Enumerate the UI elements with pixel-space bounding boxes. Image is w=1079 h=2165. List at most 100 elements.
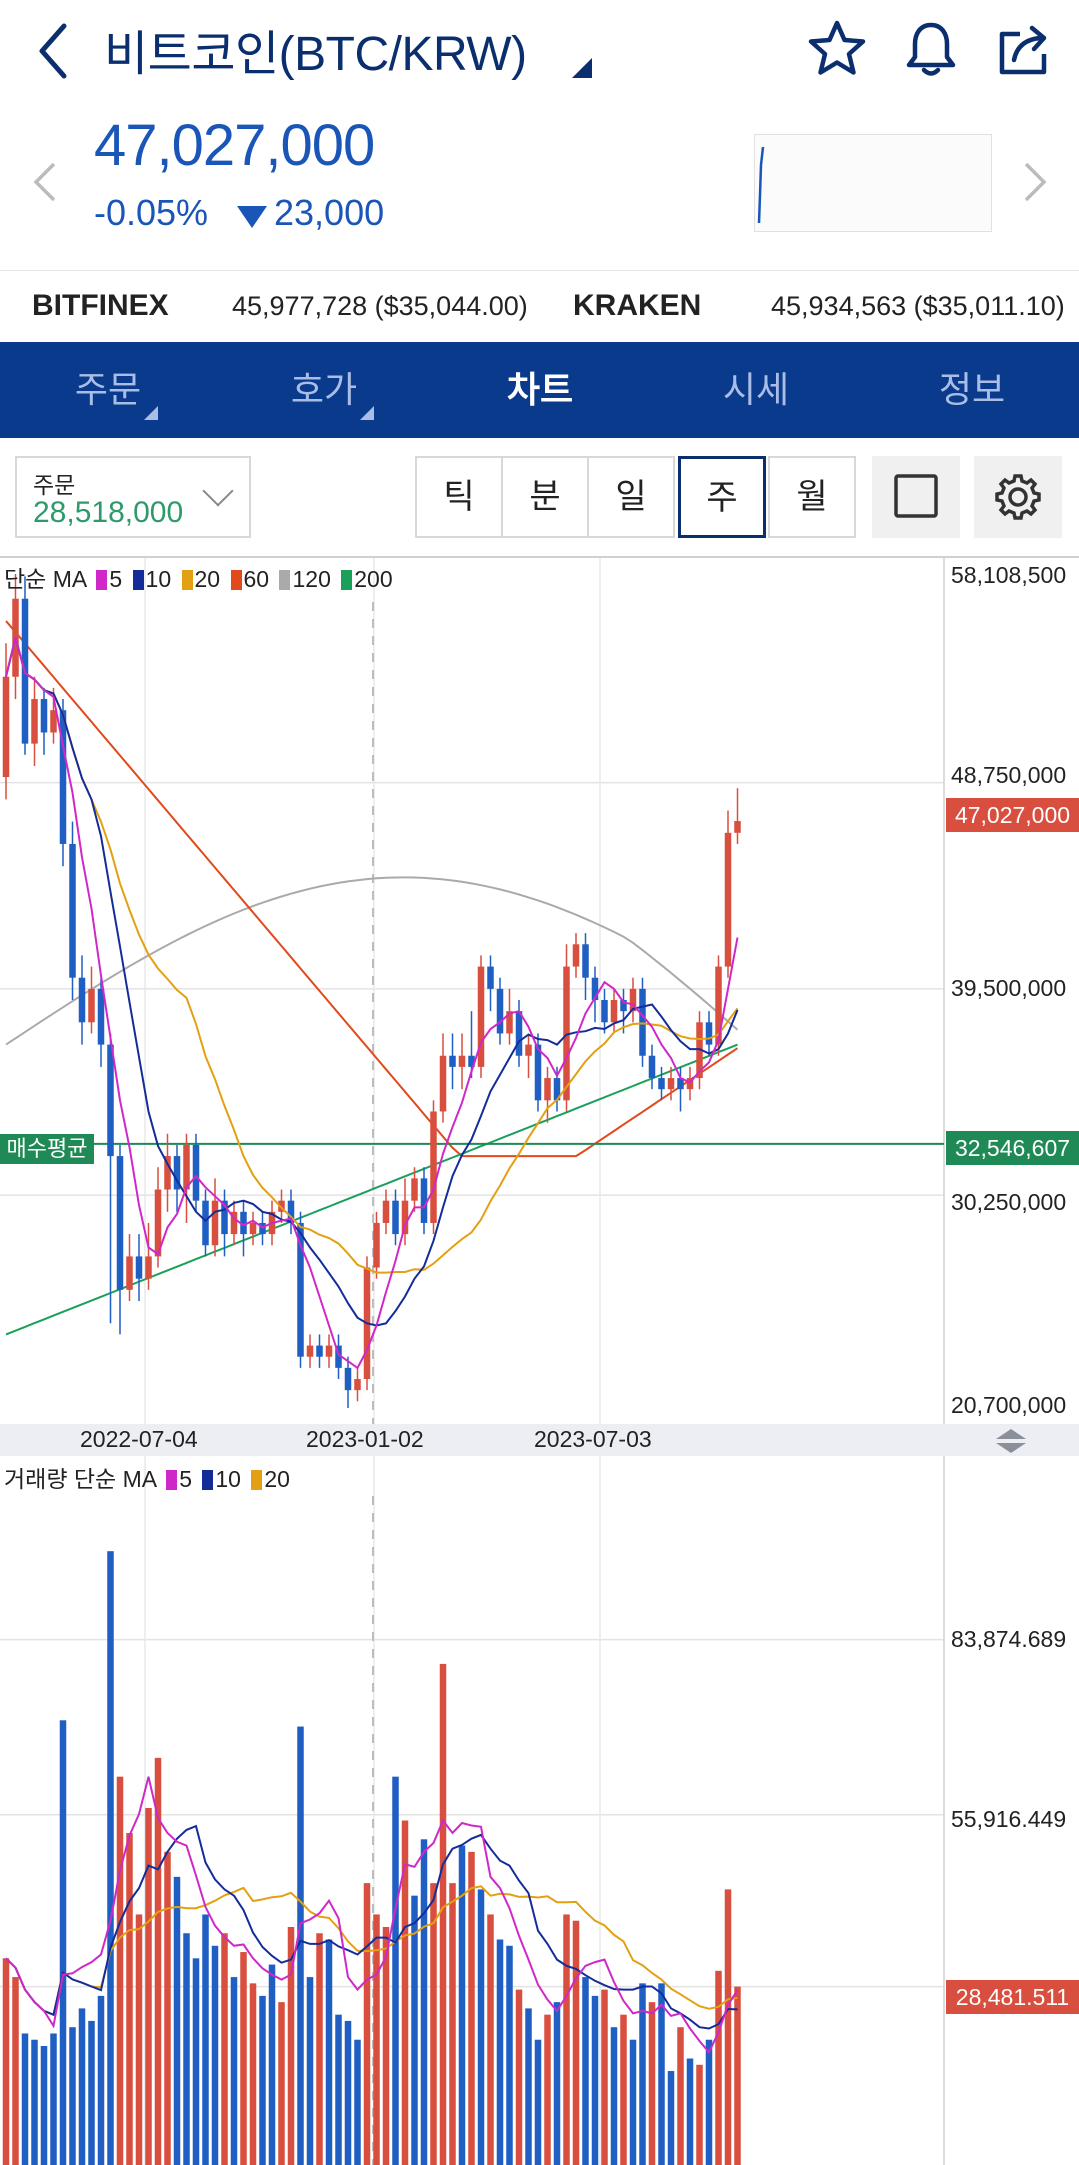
volume-bar [325, 1939, 333, 2165]
volume-bar [506, 1945, 513, 2165]
candle-body [126, 1256, 133, 1290]
period-day-button[interactable]: 일 [587, 456, 675, 538]
candle-body [344, 1367, 352, 1391]
legend-swatch [202, 1470, 214, 1490]
candle-body [373, 1222, 380, 1268]
candle-body [477, 966, 485, 1067]
price-ma-legend: 단순 MA 5 10 20 60 120 200 [4, 560, 393, 594]
volume-bar [59, 1720, 67, 2165]
legend-swatch [279, 570, 291, 590]
candle-body [411, 1178, 418, 1201]
period-minute-button[interactable]: 분 [501, 456, 589, 538]
candle-body [287, 1200, 295, 1223]
volume-bar [21, 2033, 29, 2165]
volume-bar [648, 2002, 656, 2165]
candle-body [563, 966, 570, 1101]
legend-label: 5 [179, 1466, 192, 1492]
volume-bar [316, 1933, 323, 2165]
exchange-value: 45,934,563 ($35,011.10) [771, 291, 1065, 321]
legend-swatch [166, 1470, 178, 1490]
candle-body [88, 988, 95, 1023]
exchange-prices-row: BITFINEX 45,977,728 ($35,044.00) KRAKEN … [0, 270, 1079, 342]
change-percent: -0.05% [94, 192, 209, 233]
prev-coin-arrow-icon[interactable] [32, 160, 58, 216]
chart-top-border [0, 556, 1079, 558]
candle-body [553, 1078, 561, 1101]
period-week-button[interactable]: 주 [678, 456, 766, 538]
current-price: 47,027,000 [94, 113, 375, 178]
volume-bar [268, 1964, 276, 2165]
tab-orderbook[interactable]: 호가 [216, 342, 432, 438]
volume-bar [553, 2002, 561, 2165]
page-title[interactable]: 비트코인(BTC/KRW) [104, 28, 527, 81]
volume-bar [116, 1776, 124, 2165]
tab-order[interactable]: 주문 [0, 342, 216, 438]
legend-label: 10 [145, 566, 172, 592]
order-price-selector[interactable]: 주문 28,518,000 [15, 456, 251, 538]
candle-body [249, 1222, 257, 1235]
volume-bar [686, 2058, 694, 2165]
exchange-name: KRAKEN [573, 289, 702, 322]
exchange-value: 45,977,728 ($35,044.00) [232, 291, 528, 321]
volume-bar [287, 1926, 295, 2165]
period-tick-button[interactable]: 틱 [415, 456, 503, 538]
x-tick-label: 2022-07-04 [80, 1426, 198, 1452]
volume-bar [240, 1952, 247, 2165]
candle-body [154, 1189, 162, 1257]
current-volume-tag: 28,481.511 [946, 1980, 1079, 2014]
volume-bar [534, 2039, 542, 2165]
share-icon[interactable] [994, 18, 1056, 80]
tab-chart[interactable]: 차트 [432, 342, 648, 438]
tab-corner-icon [144, 406, 158, 420]
x-tick-label: 2023-01-02 [306, 1426, 424, 1452]
title-dropdown-caret-icon[interactable] [572, 58, 592, 78]
price-chart[interactable] [0, 558, 1079, 1424]
candle-body [135, 1256, 143, 1279]
resize-handle-icon[interactable] [994, 1428, 1028, 1454]
volume-bar [145, 1807, 152, 2165]
next-coin-arrow-icon[interactable] [1022, 160, 1048, 216]
candle-body [686, 1078, 694, 1090]
volume-bar [297, 1726, 304, 2165]
candle-body [78, 977, 86, 1023]
period-month-button[interactable]: 월 [768, 456, 856, 538]
volume-bar [69, 2027, 76, 2165]
tab-market[interactable]: 시세 [648, 342, 864, 438]
candle-body [449, 1055, 456, 1067]
layout-toggle-button[interactable] [872, 456, 960, 538]
candle-body [50, 710, 57, 733]
chart-settings-button[interactable] [974, 456, 1062, 538]
volume-bar [249, 1983, 257, 2165]
bell-icon[interactable] [900, 18, 962, 80]
legend-label: 20 [264, 1466, 290, 1492]
candle-body [534, 1044, 542, 1101]
volume-bar [354, 2039, 361, 2165]
candle-body [297, 1222, 304, 1357]
candle-body [658, 1078, 665, 1090]
candle-body [202, 1200, 209, 1246]
volume-bar [572, 1920, 580, 2165]
volume-bar [278, 2002, 285, 2165]
candle-body [230, 1211, 238, 1235]
volume-chart[interactable] [0, 1456, 1079, 2165]
candle-body [2, 676, 10, 778]
avg-buy-label: 매수평균 [0, 1134, 94, 1164]
volume-bar [2, 1958, 10, 2165]
volume-bar [97, 1995, 105, 2165]
ma200-line [5, 1043, 738, 1336]
tab-info[interactable]: 정보 [864, 342, 1079, 438]
star-icon[interactable] [806, 18, 868, 80]
back-arrow-icon[interactable] [34, 22, 74, 80]
candle-body [335, 1345, 342, 1368]
volume-bar [677, 2027, 684, 2165]
candle-body [420, 1178, 428, 1223]
volume-bar [601, 1989, 608, 2165]
tab-label: 시세 [722, 369, 790, 410]
candle-body [677, 1078, 684, 1090]
legend-prefix: 단순 MA [4, 566, 86, 592]
candle-body [525, 1044, 532, 1056]
legend-swatch [230, 570, 242, 590]
down-triangle-icon [237, 206, 267, 228]
candle-body [316, 1345, 323, 1357]
candle-body [392, 1200, 399, 1235]
